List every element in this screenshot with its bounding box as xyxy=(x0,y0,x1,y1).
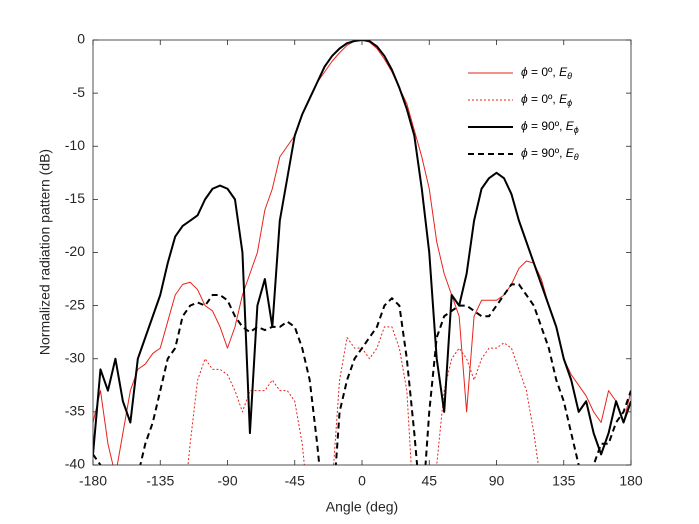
x-tick-label: 180 xyxy=(619,473,643,489)
series-line xyxy=(93,283,631,465)
x-tick-label: 90 xyxy=(489,473,505,489)
y-tick-label: 0 xyxy=(77,31,85,47)
series-group xyxy=(93,40,631,465)
legend-label: ϕ = 0º, Eϕ xyxy=(521,92,572,108)
y-tick-label: -35 xyxy=(65,403,85,419)
x-tick-label: 45 xyxy=(421,473,437,489)
y-tick-label: -25 xyxy=(65,296,85,312)
y-tick-label: -15 xyxy=(65,190,85,206)
plot-area xyxy=(93,40,631,465)
x-tick-label: -90 xyxy=(217,473,237,489)
y-tick-label: -5 xyxy=(73,84,86,100)
y-tick-label: -20 xyxy=(65,243,85,259)
y-axis-label: Normalized radiation pattern (dB) xyxy=(37,149,53,355)
x-tick-label: -45 xyxy=(285,473,305,489)
y-tick-label: -30 xyxy=(65,349,85,365)
x-axis-label: Angle (deg) xyxy=(326,499,398,515)
x-tick-label: 0 xyxy=(358,473,366,489)
x-tick-label: -180 xyxy=(79,473,107,489)
y-tick-label: -10 xyxy=(65,137,85,153)
x-tick-label: -135 xyxy=(146,473,174,489)
x-tick-label: 135 xyxy=(552,473,576,489)
series-line xyxy=(93,40,631,456)
legend-label: ϕ = 0º, Eθ xyxy=(521,65,572,81)
legend-label: ϕ = 90º, Eθ xyxy=(521,146,579,162)
series-line xyxy=(93,40,631,465)
y-tick-label: -40 xyxy=(65,456,85,472)
legend-label: ϕ = 90º, Eϕ xyxy=(521,119,579,135)
